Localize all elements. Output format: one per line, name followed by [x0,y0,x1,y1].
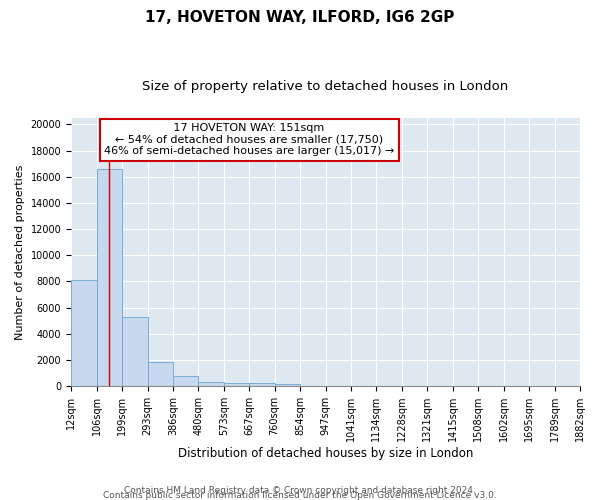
Bar [275,384,300,386]
Bar [173,376,199,386]
Title: Size of property relative to detached houses in London: Size of property relative to detached ho… [142,80,509,93]
Text: Contains HM Land Registry data © Crown copyright and database right 2024.: Contains HM Land Registry data © Crown c… [124,486,476,495]
Bar [199,382,224,386]
Text: 17 HOVETON WAY: 151sqm   
← 54% of detached houses are smaller (17,750)
46% of s: 17 HOVETON WAY: 151sqm ← 54% of detached… [104,123,394,156]
Bar [71,280,97,386]
Bar [250,383,275,386]
Bar [224,383,250,386]
Text: 17, HOVETON WAY, ILFORD, IG6 2GP: 17, HOVETON WAY, ILFORD, IG6 2GP [145,10,455,25]
Y-axis label: Number of detached properties: Number of detached properties [15,164,25,340]
X-axis label: Distribution of detached houses by size in London: Distribution of detached houses by size … [178,447,473,460]
Bar [97,169,122,386]
Bar [122,317,148,386]
Text: Contains public sector information licensed under the Open Government Licence v3: Contains public sector information licen… [103,491,497,500]
Bar [148,362,173,386]
